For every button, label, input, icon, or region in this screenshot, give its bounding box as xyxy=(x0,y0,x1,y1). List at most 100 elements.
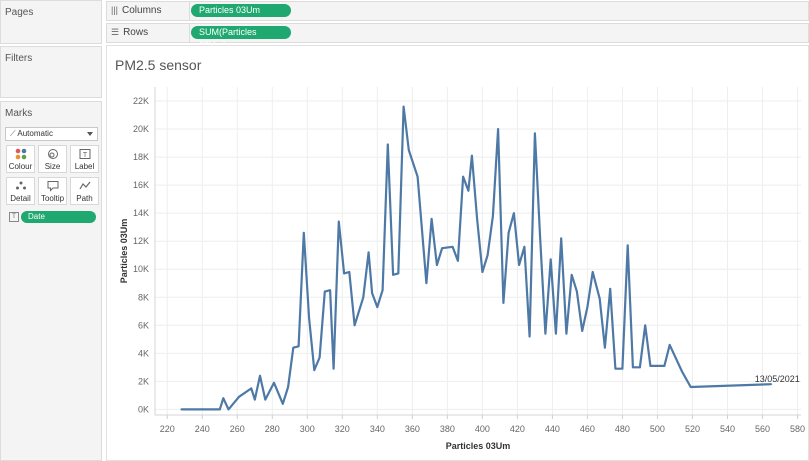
filters-title: Filters xyxy=(5,53,33,64)
columns-shelf[interactable]: ||| Columns Particles 03Um xyxy=(106,1,809,21)
data-point xyxy=(451,245,454,248)
viz-area[interactable]: PM2.5 sensor 220 240 260 280 300 320 340 360 380… xyxy=(106,45,809,461)
y-tick-label: 20K xyxy=(133,124,149,134)
rows-pill[interactable]: SUM(Particles 03Um) xyxy=(191,26,291,50)
path-button[interactable]: Path xyxy=(70,177,99,205)
data-point xyxy=(663,365,666,367)
size-button[interactable]: Size xyxy=(38,145,67,173)
x-tick-label: 560 xyxy=(755,424,770,434)
data-point xyxy=(302,231,305,234)
colour-icon xyxy=(7,148,34,162)
x-tick-label: 340 xyxy=(370,424,385,434)
rows-icon: ☰ xyxy=(111,27,120,37)
data-point xyxy=(649,365,652,367)
data-point xyxy=(381,289,384,292)
data-point xyxy=(430,217,433,220)
mark-type-dropdown[interactable]: ⟋ Automatic xyxy=(5,127,98,141)
filters-panel[interactable]: Filters xyxy=(0,46,102,98)
data-point xyxy=(467,189,470,192)
data-point xyxy=(689,386,692,388)
data-point xyxy=(329,289,331,292)
svg-text:T: T xyxy=(82,152,87,159)
y-tick-label: 8K xyxy=(138,292,149,302)
detail-button[interactable]: Detail xyxy=(6,177,35,205)
data-point xyxy=(397,272,400,275)
data-point xyxy=(259,374,261,377)
rows-shelf[interactable]: ☰Rows SUM(Particles 03Um) xyxy=(106,23,809,50)
pages-panel[interactable]: Pages xyxy=(0,0,102,44)
data-point xyxy=(218,408,221,411)
data-point xyxy=(348,271,351,273)
y-tick-label: 4K xyxy=(138,348,149,358)
y-tick-label: 6K xyxy=(138,320,149,330)
colour-button[interactable]: Colour xyxy=(6,145,35,173)
data-point xyxy=(297,345,300,348)
tooltip-button[interactable]: Tooltip xyxy=(38,177,67,205)
data-point xyxy=(425,282,428,285)
data-point xyxy=(353,324,356,327)
y-tick-label: 12K xyxy=(133,236,149,246)
data-point xyxy=(222,397,225,400)
data-point xyxy=(770,383,773,386)
data-point xyxy=(238,395,240,398)
data-point xyxy=(555,332,557,335)
label-button[interactable]: T Label xyxy=(70,145,99,173)
data-point xyxy=(392,273,394,276)
data-point xyxy=(313,369,316,372)
data-point xyxy=(407,149,410,151)
y-tick-label: 0K xyxy=(138,404,149,414)
shelf-divider xyxy=(189,2,190,20)
data-point xyxy=(586,306,589,308)
data-point xyxy=(581,329,584,332)
y-tick-label: 18K xyxy=(133,152,149,162)
rows-label-text: Rows xyxy=(123,27,149,38)
x-tick-label: 300 xyxy=(300,424,315,434)
y-tick-label: 22K xyxy=(133,96,149,106)
data-point xyxy=(180,408,183,411)
path-label: Path xyxy=(76,194,93,203)
data-point xyxy=(281,402,284,405)
data-point xyxy=(318,356,321,359)
data-point xyxy=(435,264,438,266)
data-point xyxy=(639,366,641,369)
data-point xyxy=(343,272,345,275)
data-point xyxy=(604,346,606,349)
marks-title: Marks xyxy=(5,108,33,119)
x-tick-label: 400 xyxy=(475,424,490,434)
data-point xyxy=(512,212,515,215)
y-tick-label: 16K xyxy=(133,180,149,190)
data-point xyxy=(644,324,647,327)
data-point xyxy=(486,254,489,257)
columns-pill[interactable]: Particles 03Um xyxy=(191,4,291,17)
data-point xyxy=(456,259,459,262)
x-tick-label: 280 xyxy=(265,424,280,434)
data-point xyxy=(386,143,389,146)
columns-icon: ||| xyxy=(111,5,119,15)
data-point xyxy=(533,132,536,135)
data-point xyxy=(273,381,275,384)
data-point xyxy=(287,386,289,388)
columns-shelf-label: ||| Columns xyxy=(111,5,161,16)
line-chart[interactable]: 220 240 260 280 300 320 340 360 380 400 420 440 460 4… xyxy=(107,46,808,460)
data-point xyxy=(416,175,419,178)
data-point xyxy=(470,154,473,157)
data-point xyxy=(609,287,612,290)
data-point xyxy=(502,301,505,304)
data-point xyxy=(332,367,335,370)
y-tick-label: 2K xyxy=(138,376,149,386)
data-point xyxy=(376,306,379,308)
x-tick-label: 320 xyxy=(335,424,350,434)
data-point xyxy=(591,271,594,273)
x-tick-label: 520 xyxy=(685,424,700,434)
data-point xyxy=(476,217,479,220)
date-pill[interactable]: Date xyxy=(21,211,96,223)
x-tick-label: 500 xyxy=(650,424,665,434)
label-label: Label xyxy=(74,162,95,171)
line-mark-icon: ⟋ xyxy=(10,129,16,138)
mark-type-value: Automatic xyxy=(17,129,53,138)
shelf-divider xyxy=(189,24,190,42)
rows-shelf-label: ☰ Rows xyxy=(111,27,148,38)
x-tick-label: 360 xyxy=(405,424,420,434)
data-point xyxy=(462,175,465,178)
path-icon xyxy=(71,180,98,194)
